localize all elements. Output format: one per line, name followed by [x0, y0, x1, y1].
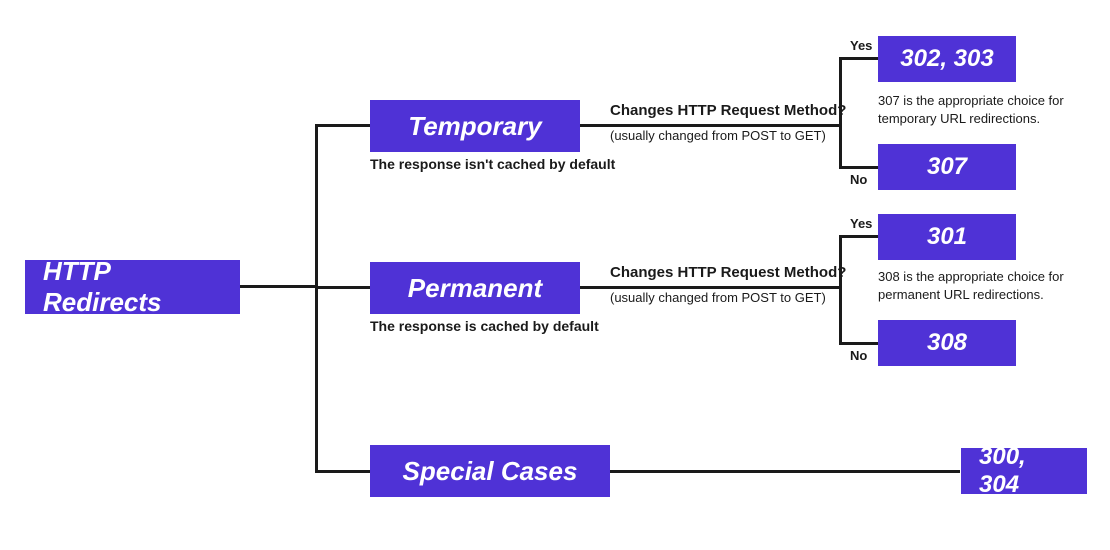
category-label: Special Cases: [403, 456, 578, 487]
code-label: 300, 304: [979, 443, 1069, 499]
question-temporary: Changes HTTP Request Method?: [610, 102, 846, 119]
side-note-permanent: 308 is the appropriate choice for perman…: [878, 268, 1093, 303]
connector: [315, 286, 370, 289]
no-label-temporary: No: [850, 172, 867, 187]
connector: [839, 235, 878, 238]
category-note-permanent: The response is cached by default: [370, 318, 599, 334]
connector: [839, 57, 842, 169]
root-label: HTTP Redirects: [43, 256, 222, 318]
connector: [315, 124, 370, 127]
code-box-300-304: 300, 304: [961, 448, 1087, 494]
question-sub-temporary: (usually changed from POST to GET): [610, 128, 826, 143]
connector: [839, 342, 878, 345]
question-permanent: Changes HTTP Request Method?: [610, 264, 846, 281]
connector: [839, 57, 878, 60]
connector: [580, 124, 842, 127]
connector: [315, 470, 370, 473]
no-label-permanent: No: [850, 348, 867, 363]
side-note-temporary: 307 is the appropriate choice for tempor…: [878, 92, 1093, 127]
category-box-temporary: Temporary: [370, 100, 580, 152]
yes-label-temporary: Yes: [850, 38, 872, 53]
code-label: 302, 303: [900, 45, 993, 73]
category-label: Permanent: [408, 273, 542, 304]
code-label: 301: [927, 223, 967, 251]
root-box: HTTP Redirects: [25, 260, 240, 314]
category-box-special: Special Cases: [370, 445, 610, 497]
connector: [240, 285, 318, 288]
category-note-temporary: The response isn't cached by default: [370, 156, 615, 172]
code-box-301: 301: [878, 214, 1016, 260]
code-box-308: 308: [878, 320, 1016, 366]
connector: [580, 286, 842, 289]
yes-label-permanent: Yes: [850, 216, 872, 231]
connector: [315, 124, 318, 473]
code-label: 308: [927, 329, 967, 357]
code-box-302-303: 302, 303: [878, 36, 1016, 82]
code-label: 307: [927, 153, 967, 181]
connector: [610, 470, 960, 473]
category-label: Temporary: [408, 111, 541, 142]
question-sub-permanent: (usually changed from POST to GET): [610, 290, 826, 305]
connector: [839, 166, 878, 169]
connector: [839, 235, 842, 345]
category-box-permanent: Permanent: [370, 262, 580, 314]
code-box-307: 307: [878, 144, 1016, 190]
